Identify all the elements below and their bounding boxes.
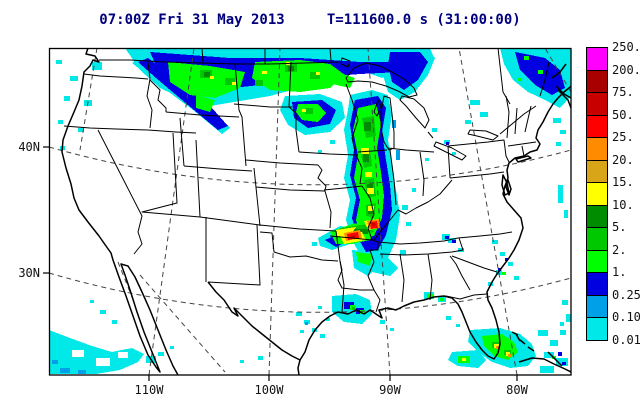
colorbar-level-label: 75. — [612, 85, 634, 99]
weather-map-screenshot: 07:00Z Fri 31 May 2013 T=111600.0 s (31:… — [0, 0, 640, 400]
colorbar-cell — [586, 272, 608, 296]
colorbar-level-label: 2. — [612, 243, 626, 257]
colorbar-cell — [586, 92, 608, 116]
lon-tick-label: 100W — [249, 383, 289, 397]
colorbar-cell — [586, 182, 608, 206]
colorbar-level-label: 200. — [612, 63, 640, 77]
colorbar-cell — [586, 115, 608, 139]
colorbar-level-label: 20. — [612, 153, 634, 167]
colorbar-level-label: 250. — [612, 40, 640, 54]
colorbar-cell — [586, 317, 608, 341]
colorbar-level-label: 25. — [612, 130, 634, 144]
colorbar-cell — [586, 227, 608, 251]
colorbar-cell — [586, 70, 608, 94]
parallel-30n — [49, 273, 571, 312]
colorbar-cell — [586, 295, 608, 319]
lon-tick-label: 110W — [129, 383, 169, 397]
colorbar-cell — [586, 250, 608, 274]
precipitation-field — [49, 48, 571, 374]
map-plot — [0, 0, 640, 400]
colorbar-level-label: 5. — [612, 220, 626, 234]
colorbar-level-label: 0.10 — [612, 310, 640, 324]
lat-tick-label: 30N — [10, 266, 40, 280]
colorbar-cell — [586, 160, 608, 184]
lat-tick-label: 40N — [10, 140, 40, 154]
colorbar-cell — [586, 205, 608, 229]
precip-cyan — [49, 48, 571, 374]
colorbar-level-label: 0.25 — [612, 288, 640, 302]
meridian-100w — [269, 48, 280, 375]
colorbar-level-label: 1. — [612, 265, 626, 279]
lon-tick-label: 90W — [370, 383, 410, 397]
colorbar — [586, 47, 608, 341]
colorbar-level-label: 15. — [612, 175, 634, 189]
colorbar-cell — [586, 137, 608, 161]
colorbar-cell — [586, 47, 608, 71]
colorbar-level-label: 50. — [612, 108, 634, 122]
colorbar-level-label: 0.01 — [612, 333, 640, 347]
lon-tick-label: 80W — [497, 383, 537, 397]
colorbar-level-label: 10. — [612, 198, 634, 212]
